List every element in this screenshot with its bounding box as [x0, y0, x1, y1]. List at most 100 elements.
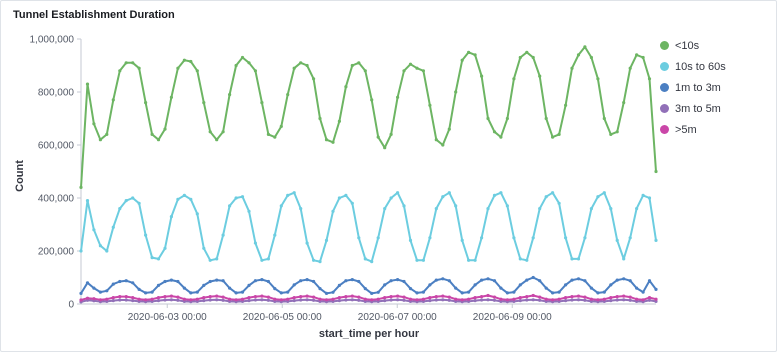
data-point[interactable]	[131, 281, 135, 285]
data-point[interactable]	[570, 278, 574, 282]
data-point[interactable]	[331, 140, 335, 144]
data-point[interactable]	[118, 295, 122, 299]
data-point[interactable]	[492, 279, 497, 283]
data-point[interactable]	[215, 298, 219, 302]
data-point[interactable]	[292, 283, 296, 287]
data-point[interactable]	[228, 299, 232, 303]
data-point[interactable]	[396, 294, 400, 298]
data-point[interactable]	[350, 298, 354, 302]
data-point[interactable]	[486, 207, 490, 211]
data-point[interactable]	[396, 278, 400, 282]
data-point[interactable]	[247, 61, 251, 65]
data-point[interactable]	[324, 138, 329, 142]
data-point[interactable]	[221, 295, 225, 299]
data-point[interactable]	[156, 299, 161, 303]
data-point[interactable]	[208, 130, 212, 134]
data-point[interactable]	[144, 101, 148, 105]
data-point[interactable]	[415, 66, 419, 70]
data-point[interactable]	[105, 132, 109, 136]
data-point[interactable]	[215, 257, 219, 261]
data-point[interactable]	[215, 138, 219, 142]
data-point[interactable]	[202, 101, 206, 105]
data-point[interactable]	[202, 296, 206, 300]
data-point[interactable]	[389, 196, 393, 200]
data-point[interactable]	[350, 294, 354, 298]
data-point[interactable]	[383, 299, 387, 303]
data-point[interactable]	[415, 291, 419, 295]
data-point[interactable]	[628, 295, 632, 299]
data-point[interactable]	[383, 283, 387, 287]
data-point[interactable]	[564, 236, 568, 240]
data-point[interactable]	[480, 74, 484, 78]
data-point[interactable]	[79, 298, 83, 302]
data-point[interactable]	[480, 278, 484, 282]
data-point[interactable]	[531, 55, 535, 60]
data-point[interactable]	[273, 297, 277, 301]
data-point[interactable]	[279, 204, 283, 208]
data-point[interactable]	[137, 66, 141, 70]
data-point[interactable]	[240, 299, 245, 303]
data-point[interactable]	[312, 279, 316, 284]
data-point[interactable]	[544, 116, 548, 121]
data-point[interactable]	[305, 241, 309, 245]
data-point[interactable]	[525, 278, 529, 282]
data-point[interactable]	[357, 295, 361, 299]
data-point[interactable]	[609, 299, 613, 303]
data-point[interactable]	[124, 298, 128, 302]
data-point[interactable]	[576, 257, 581, 261]
data-point[interactable]	[131, 296, 135, 300]
data-point[interactable]	[266, 257, 270, 261]
data-point[interactable]	[169, 294, 173, 298]
data-point[interactable]	[467, 297, 471, 301]
data-point[interactable]	[350, 278, 354, 282]
data-point[interactable]	[169, 95, 173, 99]
data-point[interactable]	[589, 55, 594, 60]
data-point[interactable]	[279, 298, 283, 302]
data-point[interactable]	[318, 299, 322, 303]
data-point[interactable]	[92, 286, 96, 290]
data-point[interactable]	[408, 238, 413, 242]
data-point[interactable]	[434, 138, 438, 142]
data-point[interactable]	[576, 53, 581, 57]
data-point[interactable]	[454, 204, 458, 208]
data-point[interactable]	[253, 279, 257, 283]
data-point[interactable]	[576, 298, 581, 302]
data-point[interactable]	[260, 298, 264, 302]
data-point[interactable]	[434, 207, 438, 211]
data-point[interactable]	[499, 135, 503, 139]
data-point[interactable]	[215, 294, 219, 298]
data-point[interactable]	[131, 61, 135, 65]
data-point[interactable]	[557, 290, 561, 294]
data-point[interactable]	[408, 297, 413, 301]
data-point[interactable]	[544, 297, 548, 301]
data-point[interactable]	[480, 298, 484, 302]
data-point[interactable]	[266, 298, 270, 302]
data-point[interactable]	[454, 297, 458, 301]
data-point[interactable]	[163, 295, 167, 299]
data-point[interactable]	[538, 207, 542, 211]
data-point[interactable]	[182, 193, 186, 197]
data-point[interactable]	[492, 295, 497, 299]
data-point[interactable]	[557, 299, 561, 303]
data-point[interactable]	[583, 279, 587, 283]
data-point[interactable]	[518, 296, 522, 300]
data-point[interactable]	[240, 290, 245, 294]
data-point[interactable]	[525, 295, 529, 299]
legend-item[interactable]: 10s to 60s	[660, 56, 726, 77]
data-point[interactable]	[182, 58, 186, 62]
data-point[interactable]	[544, 299, 548, 303]
data-point[interactable]	[628, 279, 632, 283]
data-point[interactable]	[408, 287, 413, 291]
data-point[interactable]	[383, 296, 387, 300]
data-point[interactable]	[221, 130, 225, 134]
data-point[interactable]	[551, 291, 555, 295]
data-point[interactable]	[376, 236, 380, 240]
data-point[interactable]	[273, 135, 277, 139]
data-point[interactable]	[518, 283, 522, 287]
data-point[interactable]	[144, 298, 148, 302]
data-point[interactable]	[344, 193, 348, 197]
data-point[interactable]	[131, 299, 135, 303]
data-point[interactable]	[602, 290, 606, 294]
data-point[interactable]	[647, 296, 652, 300]
data-point[interactable]	[551, 298, 555, 302]
